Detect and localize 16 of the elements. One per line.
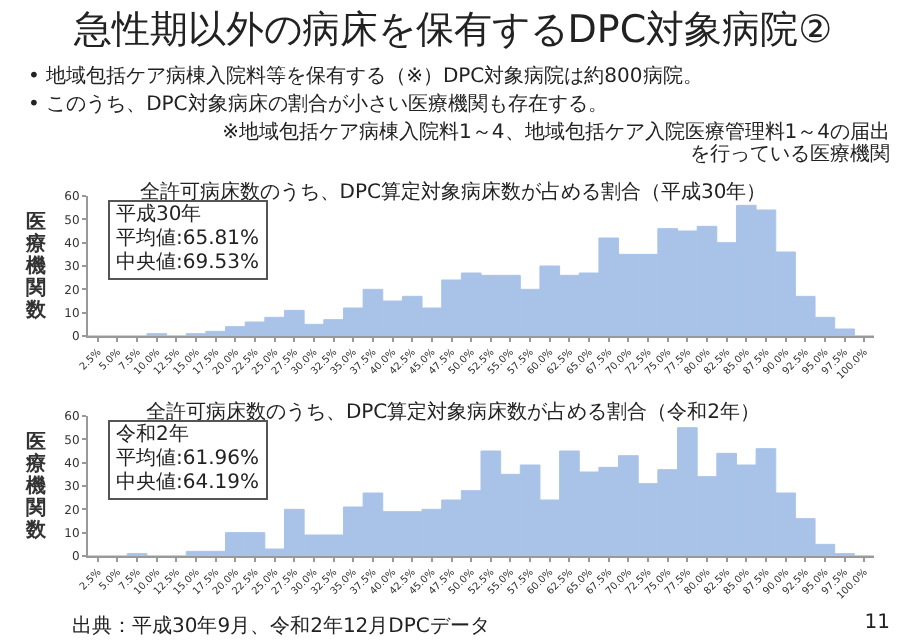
annotation: 平均値:65.81% xyxy=(116,228,259,251)
annotation: 平成30年 xyxy=(116,204,204,228)
chart-title: 全許可病床数のうち、DPC算定対象病床数が占める割合（令和2年） xyxy=(145,399,761,424)
text: • このうち、DPC対象病床の割合が小さい医療機関も存在する。 xyxy=(28,92,610,120)
annotation: 中央値:64.19% xyxy=(116,472,259,496)
y-axis-title: 医療機関数 xyxy=(24,212,48,322)
annotation: 令和2年 xyxy=(116,424,191,448)
y-axis-title: 医療機関数 xyxy=(24,432,48,542)
chart-title: 全許可病床数のうち、DPC算定対象病床数が占める割合（平成30年） xyxy=(139,179,767,204)
text: • 地域包括ケア病棟入院料等を保有する（※）DPC対象病院は約800病院。 xyxy=(28,64,703,92)
text: 11 xyxy=(864,612,890,634)
annotation: 平均値:61.96% xyxy=(116,448,259,471)
text: ※地域包括ケア病棟入院料1～4、地域包括ケア入院医療管理料1～4の届出を行っている医療機関 xyxy=(220,122,890,166)
annotation: 中央値:69.53% xyxy=(116,252,259,276)
text: 急性期以外の病床を保有するDPC対象病院② xyxy=(71,6,835,56)
source-note: 出典：平成30年9月、令和2年12月DPCデータ xyxy=(72,613,490,640)
